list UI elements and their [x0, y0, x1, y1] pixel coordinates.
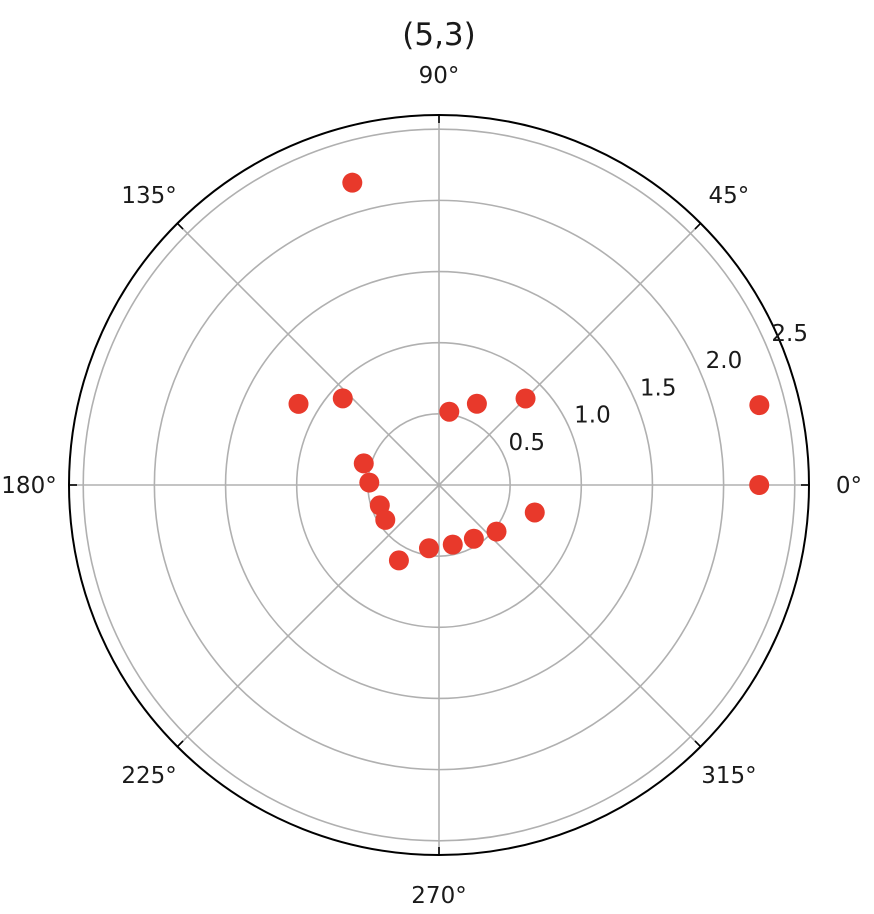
angular-tick-mark-1: [694, 222, 702, 230]
angle-tick-label-7: 315°: [701, 763, 756, 789]
data-point-6: [439, 401, 460, 422]
angular-tick-mark-3: [176, 222, 184, 230]
angle-tick-label-0: 0°: [836, 473, 862, 499]
data-point-1: [749, 395, 770, 416]
angular-gridline-7: [438, 484, 702, 748]
data-point-5: [466, 393, 487, 414]
data-point-17: [524, 502, 545, 523]
angular-tick-mark-7: [694, 740, 702, 748]
angular-tick-mark-5: [176, 740, 184, 748]
data-point-12: [388, 550, 409, 571]
polar-frame: [68, 114, 810, 856]
data-point-14: [442, 534, 463, 555]
radial-tick-label-1: 1.0: [574, 403, 611, 429]
radial-tick-label-2: 1.5: [640, 375, 677, 401]
data-point-7: [288, 393, 309, 414]
data-point-9: [359, 472, 380, 493]
radial-tick-label-0: 0.5: [508, 430, 545, 456]
angle-tick-label-4: 180°: [1, 473, 56, 499]
angular-gridline-5: [176, 484, 440, 748]
angle-tick-label-1: 45°: [709, 183, 750, 209]
angle-tick-label-3: 135°: [121, 183, 176, 209]
data-point-2: [515, 388, 536, 409]
tick-labels: 0° 45° 90° 135° 180° 225° 270° 315° 0.5 1.0 1.5 2.0…: [1, 63, 862, 909]
polar-grid: [68, 114, 810, 856]
data-point-11: [375, 509, 396, 530]
angular-gridline-1: [438, 222, 702, 486]
data-point-15: [463, 528, 484, 549]
data-point-16: [486, 521, 507, 542]
angular-gridline-3: [176, 222, 440, 486]
radial-tick-label-4: 2.5: [771, 321, 808, 347]
angle-tick-label-6: 270°: [411, 883, 466, 909]
data-point-8: [353, 453, 374, 474]
data-point-0: [749, 475, 770, 495]
data-points: [288, 172, 770, 571]
data-point-13: [418, 538, 439, 559]
angle-tick-label-2: 90°: [419, 63, 460, 89]
angle-tick-label-5: 225°: [121, 763, 176, 789]
radial-tick-label-3: 2.0: [706, 348, 743, 374]
data-point-4: [332, 388, 353, 409]
data-point-3: [342, 172, 363, 193]
chart-title: (5,3): [402, 17, 476, 53]
